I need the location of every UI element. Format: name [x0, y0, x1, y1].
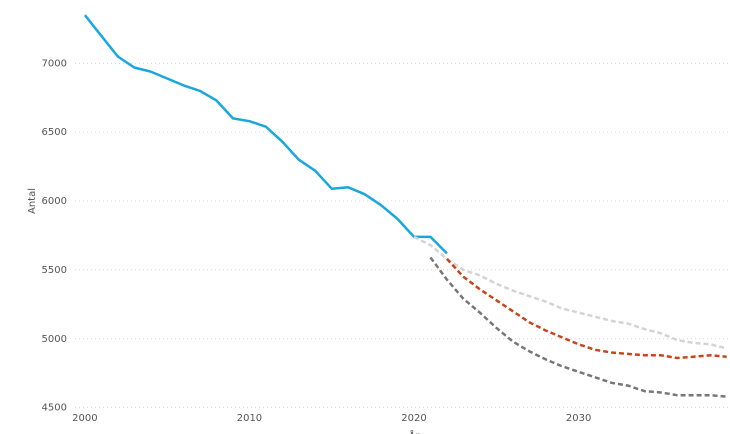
- x-tick-label: 2010: [237, 413, 262, 424]
- y-tick-label: 5500: [42, 265, 67, 276]
- y-tick-label: 4500: [42, 403, 67, 414]
- series-line: [429, 256, 727, 398]
- x-tick-label: 2000: [72, 413, 97, 424]
- series-line: [413, 235, 728, 350]
- x-axis-title: År: [409, 429, 421, 434]
- y-tick-label: 6000: [42, 196, 67, 207]
- series-line: [445, 258, 727, 360]
- x-tick-label: 2030: [566, 413, 591, 424]
- y-tick-label: 6500: [42, 127, 67, 138]
- y-tick-label: 7000: [42, 58, 67, 69]
- y-tick-label: 5000: [42, 334, 67, 345]
- y-axis-title: Antal: [27, 188, 38, 214]
- series-line: [83, 14, 448, 255]
- x-tick-label: 2020: [401, 413, 426, 424]
